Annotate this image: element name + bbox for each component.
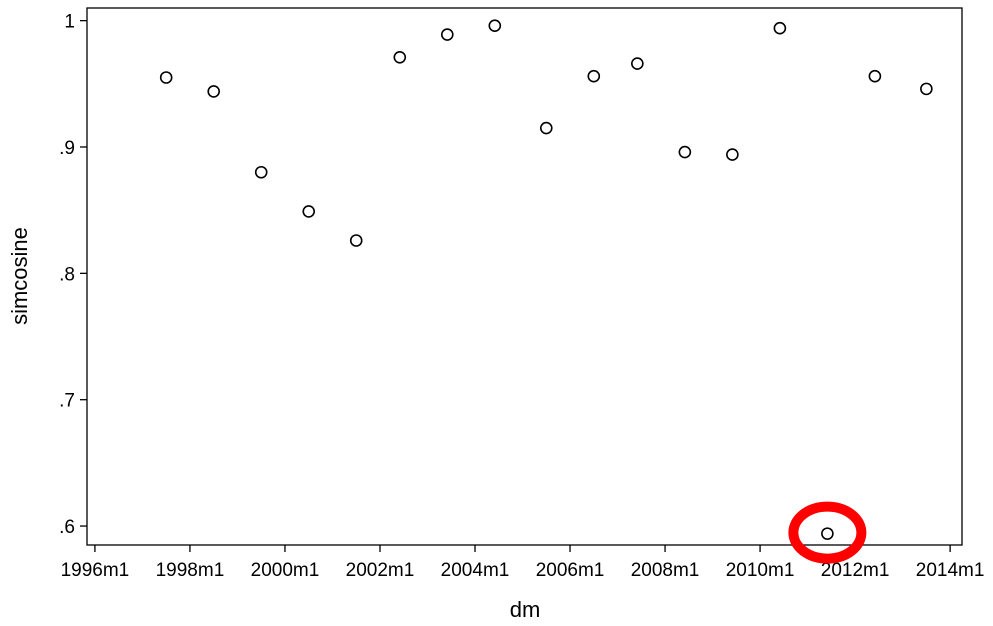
y-tick-label: .8: [59, 264, 75, 285]
x-tick-label: 2004m1: [441, 560, 510, 581]
data-point: [726, 148, 739, 161]
y-tick-label: 1: [64, 12, 75, 33]
data-point: [631, 57, 644, 70]
x-tick-label: 2010m1: [726, 560, 795, 581]
plot-frame: [86, 7, 963, 546]
data-point: [254, 165, 268, 179]
x-tick-label: 2002m1: [346, 560, 415, 581]
y-axis: .6 .7 .8 .9 1: [59, 12, 87, 538]
data-point: [920, 82, 933, 96]
data-point: [207, 85, 220, 98]
y-tick-label: .6: [59, 517, 75, 538]
data-point: [539, 121, 553, 135]
data-point: [302, 205, 316, 218]
x-tick-label: 1998m1: [156, 560, 225, 581]
data-point: [587, 69, 601, 83]
x-tick-label: 2012m1: [821, 560, 890, 581]
x-tick-label: 2008m1: [631, 560, 700, 581]
y-tick-label: .9: [59, 138, 75, 159]
data-point: [678, 145, 692, 159]
data-point: [773, 21, 787, 35]
data-points: [159, 19, 933, 540]
x-tick-label: 2006m1: [536, 560, 605, 581]
data-point: [349, 234, 363, 247]
data-point: [440, 28, 454, 41]
data-point: [868, 69, 882, 83]
highlight-annotation: [788, 501, 867, 564]
x-tick-label: 2000m1: [251, 560, 320, 581]
x-tick-label: 1996m1: [61, 560, 130, 581]
x-axis: 1996m1 1998m1 2000m1 2002m1 2004m1 2006m1 2008…: [61, 545, 985, 581]
y-tick-label: .7: [59, 391, 75, 412]
data-point: [393, 50, 407, 64]
highlight-ring: [788, 501, 867, 564]
data-point: [821, 527, 834, 540]
y-axis-label: simcosine: [7, 227, 32, 325]
data-point: [159, 71, 173, 84]
x-tick-label: 2014m1: [916, 560, 985, 581]
data-point: [488, 19, 502, 32]
x-axis-label: dm: [510, 597, 541, 622]
